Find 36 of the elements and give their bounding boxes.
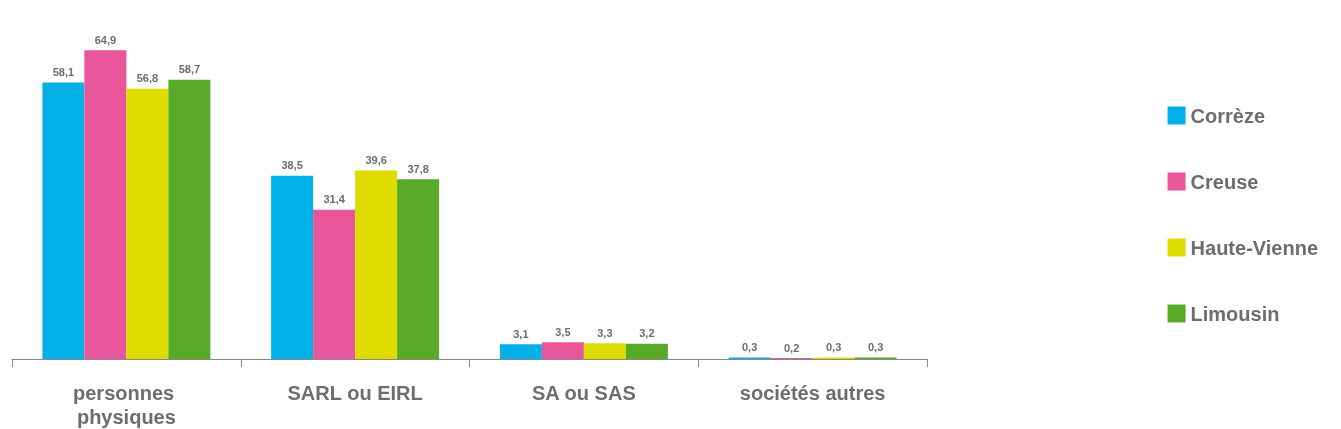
data-label: 3,2: [639, 327, 655, 340]
data-label: 64,9: [94, 33, 117, 46]
data-label: 0,2: [783, 341, 800, 354]
data-label: 39,6: [365, 154, 387, 167]
bar: [355, 170, 398, 359]
bar: [84, 50, 127, 359]
bar: [313, 209, 356, 359]
data-label: 3,3: [597, 326, 613, 339]
data-label: 3,5: [555, 325, 571, 338]
bar: [541, 342, 584, 359]
data-label: 58,1: [52, 66, 75, 79]
data-label: 38,5: [281, 159, 303, 172]
bar: [126, 88, 169, 359]
data-label: 0,3: [867, 341, 884, 354]
legend-label: Corrèze: [1190, 104, 1266, 127]
bar: [625, 343, 668, 359]
data-label: 56,8: [136, 72, 159, 85]
x-tick-label: personnes physiques: [73, 382, 180, 428]
data-label: 0,3: [825, 341, 842, 354]
bar: [271, 175, 314, 359]
data-label: 37,8: [407, 162, 429, 175]
data-label: 0,3: [741, 341, 758, 354]
bar: [168, 79, 211, 359]
data-label: 58,7: [178, 63, 201, 76]
legend-label: Haute-Vienne: [1190, 236, 1319, 259]
bar: [397, 179, 440, 359]
bar: [499, 344, 542, 359]
bar: [42, 82, 85, 359]
legend-label: Limousin: [1190, 302, 1280, 325]
x-tick-label: sociétés autres: [739, 382, 886, 404]
x-tick-label: SA ou SAS: [532, 382, 636, 404]
legend-label: Creuse: [1190, 170, 1259, 193]
bar: [583, 343, 626, 359]
data-label: 3,1: [513, 327, 529, 340]
x-tick-label: SARL ou EIRL: [287, 382, 423, 404]
data-label: 31,4: [323, 193, 346, 206]
